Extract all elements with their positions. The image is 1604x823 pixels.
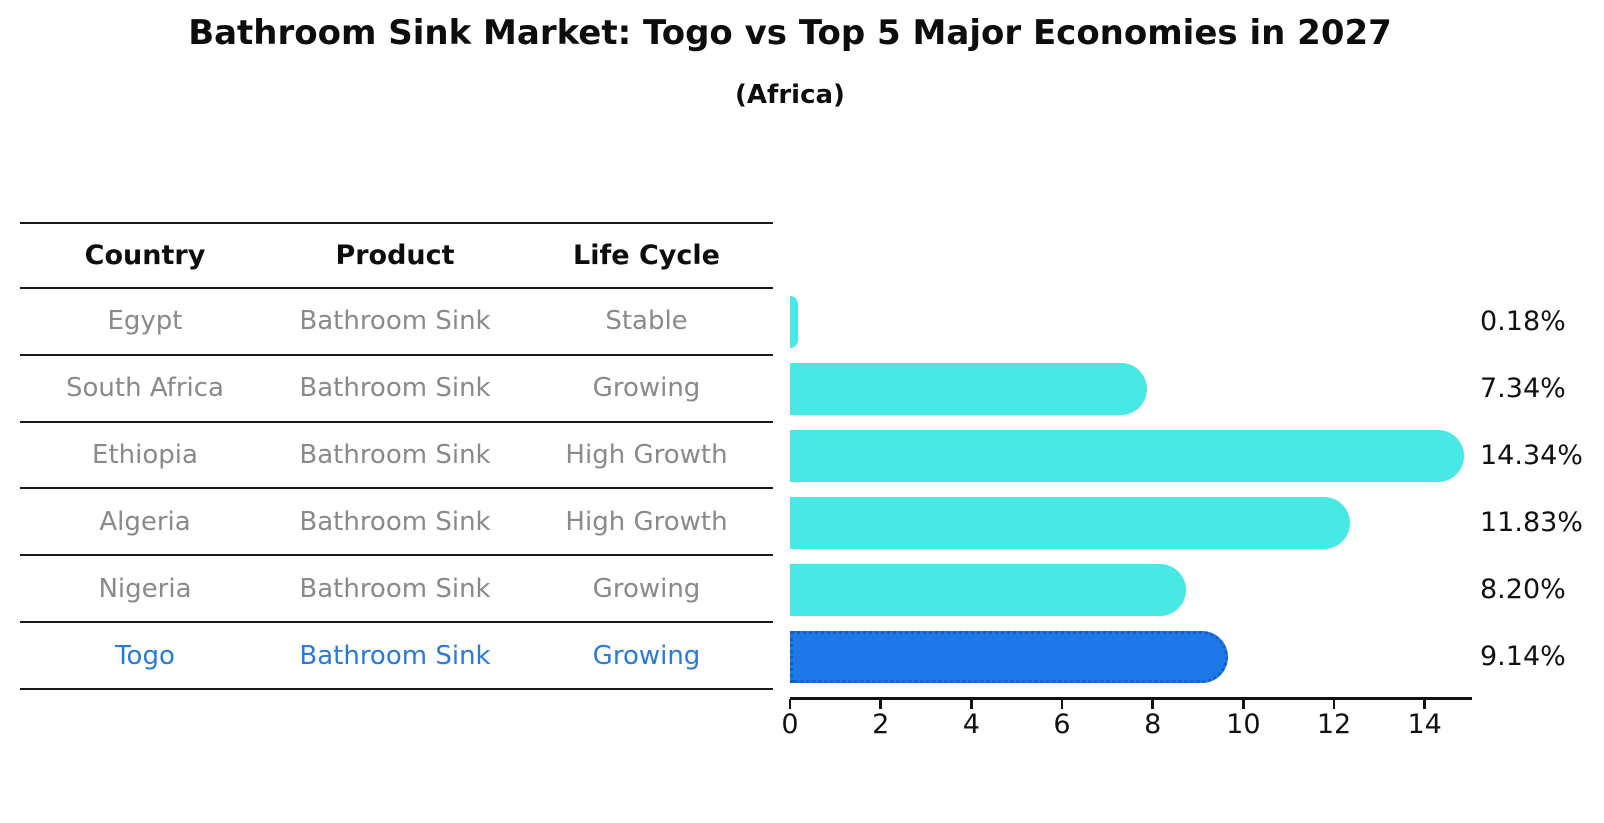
x-axis-tick — [1060, 699, 1064, 709]
x-axis-tick — [1242, 699, 1245, 709]
table-header-country: Country — [84, 239, 206, 271]
table-cell-country: Egypt — [107, 306, 183, 337]
bar-value-label: 9.14% — [1480, 640, 1566, 672]
table-cell-product: Bathroom Sink — [299, 506, 491, 537]
bar-south-africa — [790, 363, 1147, 416]
table-cell-lifecycle: Growing — [592, 640, 701, 671]
x-axis-tick — [879, 699, 882, 709]
x-axis-tick — [1332, 699, 1336, 709]
bar-value-label: 11.83% — [1480, 506, 1583, 538]
table-cell-country: Ethiopia — [92, 440, 198, 470]
bar-algeria — [790, 496, 1351, 549]
table-cell-country: Algeria — [99, 506, 191, 537]
bar-value-label: 8.20% — [1480, 573, 1566, 605]
table-row: Nigeria Bathroom Sink Growing — [20, 556, 773, 624]
bar-egypt — [790, 296, 799, 349]
table-row: Algeria Bathroom Sink High Growth — [20, 489, 773, 557]
table-header-row: Country Product Life Cycle — [20, 222, 773, 289]
table-cell-lifecycle: Growing — [592, 573, 701, 604]
table-cell-product: Bathroom Sink — [299, 640, 491, 671]
x-axis-tick-label: 4 — [962, 709, 980, 740]
table-cell-product: Bathroom Sink — [299, 440, 491, 470]
table-cell-lifecycle: Growing — [592, 373, 701, 404]
data-table: Country Product Life Cycle Egypt Bathroom… — [20, 222, 773, 691]
table-header-product: Product — [335, 239, 455, 271]
x-axis-tick — [788, 699, 792, 709]
table-cell-lifecycle: Stable — [605, 306, 688, 337]
table-row: Togo Bathroom Sink Growing — [20, 623, 773, 691]
table-cell-product: Bathroom Sink — [299, 306, 491, 337]
x-axis-tick-label: 2 — [872, 709, 890, 740]
table-body: Egypt Bathroom Sink Stable South Africa Bath… — [20, 289, 773, 691]
table-cell-country: Nigeria — [98, 573, 192, 604]
table-cell-lifecycle: High Growth — [565, 506, 728, 537]
table-cell-country: Togo — [115, 640, 175, 671]
bar-value-label: 14.34% — [1480, 440, 1583, 471]
table-row: Egypt Bathroom Sink Stable — [20, 289, 773, 356]
x-axis-tick — [970, 699, 973, 709]
x-axis-tick-label: 14 — [1407, 709, 1442, 740]
x-axis-tick-label: 8 — [1144, 709, 1162, 740]
bar-togo — [790, 630, 1229, 683]
chart-subtitle: (Africa) — [735, 80, 845, 110]
bar-value-label: 7.34% — [1480, 373, 1566, 405]
bar-nigeria — [790, 563, 1186, 616]
x-axis-tick-label: 6 — [1053, 709, 1071, 740]
x-axis-line — [790, 697, 1472, 700]
chart-title: Bathroom Sink Market: Togo vs Top 5 Majo… — [188, 13, 1392, 53]
table-cell-lifecycle: High Growth — [565, 440, 728, 470]
x-axis-tick-label: 12 — [1316, 709, 1352, 740]
x-axis-tick-label: 10 — [1226, 709, 1261, 740]
x-axis-tick — [1423, 699, 1426, 709]
table-row: South Africa Bathroom Sink Growing — [20, 356, 773, 423]
table-cell-country: South Africa — [66, 373, 224, 404]
bar-ethiopia — [790, 430, 1465, 482]
table-cell-product: Bathroom Sink — [299, 373, 491, 404]
x-axis-tick — [1151, 699, 1154, 709]
table-cell-product: Bathroom Sink — [299, 573, 491, 604]
x-axis-tick-label: 0 — [781, 709, 799, 740]
table-row: Ethiopia Bathroom Sink High Growth — [20, 423, 773, 490]
table-header-lifecycle: Life Cycle — [573, 239, 720, 271]
bar-value-label: 0.18% — [1480, 306, 1566, 338]
